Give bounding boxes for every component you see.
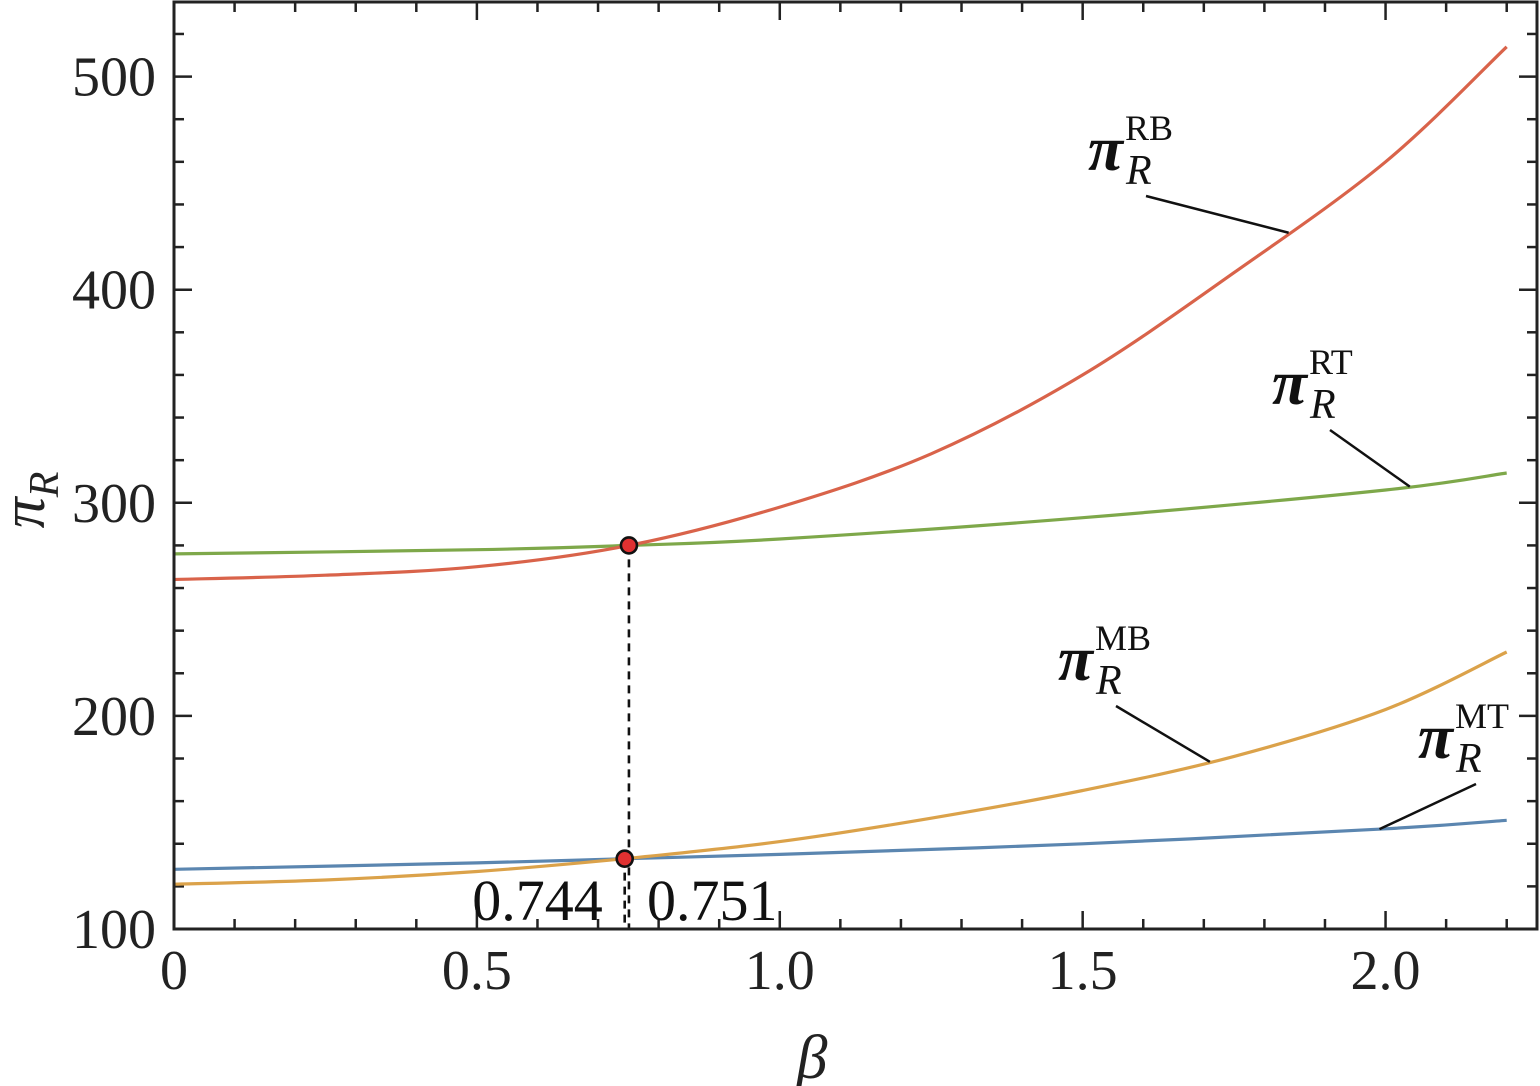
series-line-mb	[173, 650, 1508, 886]
y-tick-label: 200	[72, 686, 156, 748]
leader-line-rb	[1145, 194, 1289, 234]
series-label-mt: πMT R	[1418, 696, 1509, 782]
leader-line-rt	[1329, 428, 1411, 488]
marker-value-label: 0.751	[647, 868, 778, 933]
plot-frame	[172, 0, 1539, 931]
y-tick-label: 300	[72, 473, 156, 535]
series-curves	[173, 45, 1508, 886]
x-tick-label: 1.5	[1048, 940, 1118, 1002]
y-tick-label: 500	[72, 47, 156, 109]
marker-value-label: 0.744	[472, 868, 603, 933]
y-axis-title: πR	[0, 472, 68, 529]
intersection-marker	[615, 849, 634, 868]
x-tick-label: 1.0	[745, 940, 815, 1002]
label-leader-lines	[1115, 194, 1477, 831]
y-tick-label: 400	[72, 260, 156, 322]
x-axis-title: β	[796, 1024, 828, 1086]
x-tick-label: 0.5	[442, 940, 512, 1002]
series-label-rt: πRT R	[1272, 342, 1353, 428]
intersection-markers	[615, 536, 639, 929]
leader-line-mb	[1115, 704, 1211, 763]
axis-ticks	[172, 2, 1537, 931]
series-label-rb: πRB R	[1088, 108, 1173, 194]
x-tick-label: 0	[160, 940, 188, 1002]
series-line-rb	[173, 45, 1508, 582]
leader-line-mt	[1378, 782, 1477, 831]
y-tick-label: 100	[72, 899, 156, 961]
series-line-rt	[173, 471, 1507, 556]
series-line-mt	[173, 818, 1507, 871]
intersection-marker	[619, 536, 639, 555]
series-label-mb: πMB R	[1058, 618, 1151, 704]
x-tick-label: 2.0	[1351, 940, 1421, 1002]
